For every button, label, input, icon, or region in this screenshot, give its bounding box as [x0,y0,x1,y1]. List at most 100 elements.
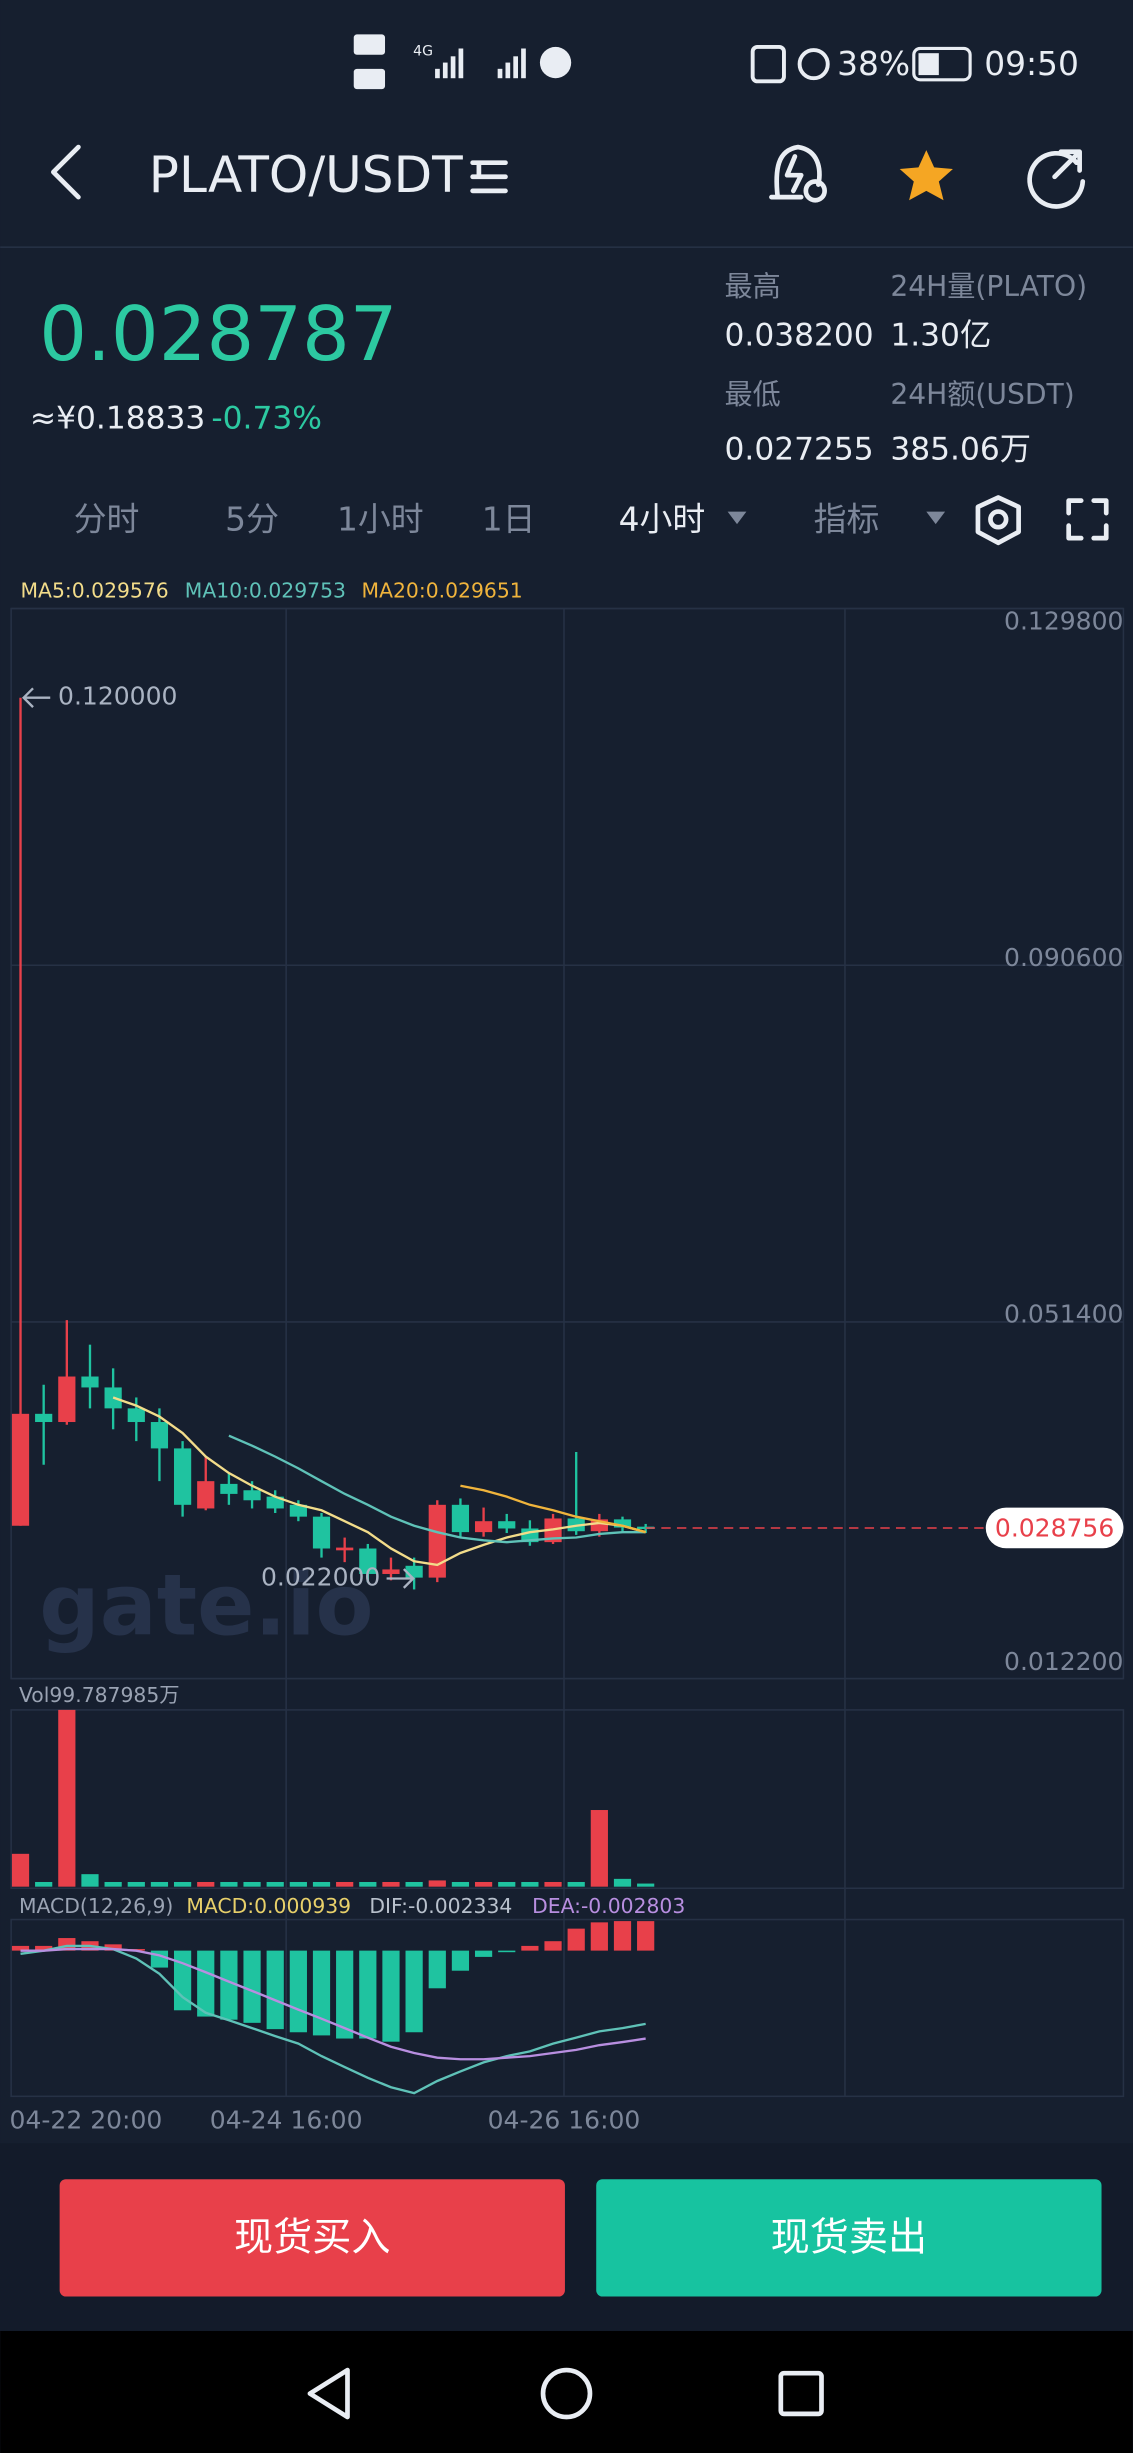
volume-pane-frame [10,1709,1125,1890]
chart: 0.129800 0.090600 0.051400 0.012200 04-22 20… [10,578,1124,2134]
dropdown-arrow [926,511,946,525]
macd-bar [35,1945,53,1951]
buy-button[interactable] [59,2179,565,2297]
alert-gear [803,179,827,203]
candle-body [81,1376,99,1388]
stat-value: 1.30亿 [890,317,991,353]
candle-body [613,1519,632,1528]
last-price-label: 0.028756 [995,1514,1114,1543]
volume-bar [590,1810,608,1887]
nav-home[interactable] [540,2367,593,2420]
battery-fill [918,53,939,76]
buy-label[interactable]: 现货买入 [234,2216,390,2261]
dropdown-arrow [727,511,747,525]
y-tick-label: 0.090600 [1004,943,1123,972]
macd-bar [567,1928,585,1951]
macd-bar [590,1922,608,1951]
price-change: -0.73% [211,400,322,436]
volume-bar [266,1881,284,1887]
tab[interactable]: 1日 [482,500,536,538]
high-marker-label: 0.120000 [58,682,177,711]
hd-icon [353,68,386,90]
high-marker-arrow [21,687,51,708]
alarm-icon [797,48,830,81]
ma-line [460,1484,646,1534]
candle-body [428,1504,446,1578]
stat-value: 0.038200 [725,317,874,353]
candle-body [359,1548,377,1574]
signal-icon [435,48,526,79]
candle-body [474,1521,493,1533]
candle-body [150,1422,169,1449]
ma-line [228,1434,646,1544]
cny-price: ≈¥0.18833 [30,400,205,436]
macd-bar [382,1950,400,2042]
x-tick-label: 04-24 16:00 [210,2105,363,2134]
stat-label: 最低 [725,378,781,411]
nav-recent[interactable] [778,2370,824,2417]
favorite-star[interactable] [899,150,953,201]
macd-bar [613,1921,632,1951]
ticker: 0.028787 ≈¥0.18833 -0.73% 最高 0.038200 24… [30,270,1087,468]
nav-back[interactable] [307,2367,350,2420]
sell-label[interactable]: 现货卖出 [771,2216,927,2261]
candle-body [451,1504,470,1533]
macd-line [20,1947,646,2061]
volume-bar [521,1881,539,1887]
tab[interactable]: 指标 [814,500,880,538]
settings-icon-center [988,509,1009,530]
volume-bar [613,1878,632,1887]
volume-label: Vol99.787985万 [19,1683,180,1707]
macd-legend: DIF:-0.002334 [369,1894,512,1918]
tab-active[interactable]: 4小时 [619,500,706,538]
share-icon[interactable] [1027,149,1086,209]
volume-bar [336,1881,354,1887]
legend-entry: MA10:0.029753 [185,578,346,602]
sell-button[interactable] [596,2179,1102,2297]
volume-bar [289,1881,307,1887]
volume-bar [567,1881,585,1887]
ma-line [112,1396,646,1567]
pair-title[interactable]: PLATO/USDT [149,146,463,204]
macd-bar [359,1950,377,2039]
candle-body [35,1413,53,1423]
macd-bar [405,1950,423,2033]
volume-bar [544,1881,562,1887]
macd-bar [521,1945,539,1951]
volume-bar [35,1881,53,1887]
tab[interactable]: 1小时 [337,500,424,538]
stat-label: 24H额(USDT) [890,378,1074,411]
pair-menu-icon[interactable] [470,160,508,194]
candle-body [220,1483,238,1494]
y-tick-label: 0.051400 [1004,1300,1123,1329]
settings-icon[interactable] [975,495,1021,546]
header: PLATO/USDT [51,144,1086,209]
x-tick-label: 04-26 16:00 [488,2105,641,2134]
candle-body [266,1496,284,1509]
tab[interactable]: 5分 [225,500,279,538]
candle-body [336,1547,354,1551]
network-label: 4G [413,44,433,60]
candle-body [382,1569,400,1574]
fullscreen-icon[interactable] [1066,498,1109,541]
back-button[interactable] [51,144,81,200]
volume-bar [405,1881,423,1887]
tab[interactable]: 分时 [74,500,140,538]
volume-bar [243,1881,261,1887]
macd-bar [451,1950,470,1971]
macd-title: MACD(12,26,9) [19,1894,173,1918]
nav-bar [0,2330,1133,2453]
candle-body [173,1448,192,1505]
volume-bar [474,1881,493,1887]
volume-bar [220,1881,238,1887]
volume-bar [382,1881,400,1887]
y-tick-label: 0.012200 [1004,1647,1123,1676]
candle-body [11,1413,30,1526]
x-tick-label: 04-22 20:00 [10,2105,163,2134]
candle-body [243,1490,261,1501]
stat-value: 0.027255 [725,432,874,468]
y-tick-label: 0.129800 [1004,607,1123,636]
alert-icon[interactable] [769,144,822,200]
